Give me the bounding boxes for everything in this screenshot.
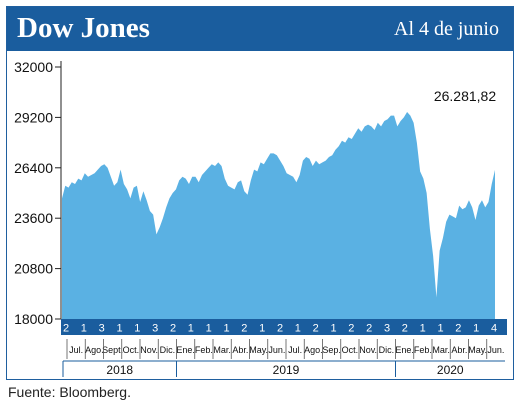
x-month-label: Oct. [342,345,359,355]
area-layer [62,112,495,319]
x-week-tick: 3 [152,323,158,335]
x-month-label: May. [468,345,487,355]
x-week-tick: 1 [223,323,229,335]
x-month-label: Ago. [304,345,323,355]
y-tick-label: 26400 [14,160,53,176]
x-week-tick: 2 [455,323,461,335]
x-week-tick: 1 [134,323,140,335]
x-month-label: Jul. [288,345,302,355]
label-layer: 26.281,82 [434,88,496,104]
x-week-tick: 2 [63,323,69,335]
x-year-label: 2018 [106,363,133,377]
x-week-tick: 2 [313,323,319,335]
chart-frame: Dow Jones Al 4 de junio 32000 29200 26400 2… [6,6,514,380]
chart-title: Dow Jones [17,12,150,44]
x-week-tick: 1 [206,323,212,335]
x-week-tick: 1 [259,323,265,335]
x-month-label: Nov. [359,345,377,355]
x-month-label: Dic. [160,345,176,355]
y-tick-label: 29200 [14,109,53,125]
x-month-label: Abr. [232,345,248,355]
last-value-label: 26.281,82 [434,88,496,104]
x-month-label: Oct. [123,345,140,355]
y-tick-label: 23600 [14,210,53,226]
x-month-label: Nov. [140,345,158,355]
x-week-tick: 3 [384,323,390,335]
x-week-tick: 1 [295,323,301,335]
x-month-label: Mar. [432,345,450,355]
x-month-label: Sept. [102,345,123,355]
x-week-tick: 1 [330,323,336,335]
x-month-label: Ene. [395,345,414,355]
x-week-tick: 2 [170,323,176,335]
y-axis: 32000 29200 26400 23600 20800 18000 [14,59,62,327]
x-week-tick: 4 [491,323,497,335]
y-tick-label: 20800 [14,261,53,277]
chart-header: Dow Jones Al 4 de junio [7,7,513,51]
x-axis-tick-band [61,319,507,335]
x-week-tick: 1 [420,323,426,335]
x-week-tick: 1 [116,323,122,335]
y-tick-label: 18000 [14,311,53,327]
x-month-label: Dic. [379,345,395,355]
x-week-tick: 2 [348,323,354,335]
x-month-label: Abr. [451,345,467,355]
x-month-label: Jun. [268,345,285,355]
x-week-tick: 2 [241,323,247,335]
x-month-label: Sep. [322,345,341,355]
source-note: Fuente: Bloomberg. [8,384,131,400]
x-week-tick: 1 [437,323,443,335]
x-week-tick: 2 [366,323,372,335]
x-month-label: May. [249,345,268,355]
x-month-label: Mar. [213,345,231,355]
series-area [62,112,495,319]
x-month-label: Jul. [69,345,83,355]
chart-subtitle: Al 4 de junio [394,18,499,40]
area-chart: 32000 29200 26400 23600 20800 18000 26.281,82… [14,59,507,377]
x-week-tick: 1 [81,323,87,335]
x-week-tick: 3 [99,323,105,335]
x-month-label: Feb. [195,345,213,355]
x-month-label: Feb. [414,345,432,355]
x-month-label: Jun. [487,345,504,355]
x-month-label: Ene. [176,345,195,355]
x-year-label: 2019 [273,363,300,377]
x-week-tick: 2 [277,323,283,335]
x-year-label: 2020 [437,363,464,377]
y-tick-label: 32000 [14,59,53,75]
x-week-tick: 1 [188,323,194,335]
x-week-tick: 2 [402,323,408,335]
x-month-label: Ago. [85,345,104,355]
x-week-tick: 1 [473,323,479,335]
